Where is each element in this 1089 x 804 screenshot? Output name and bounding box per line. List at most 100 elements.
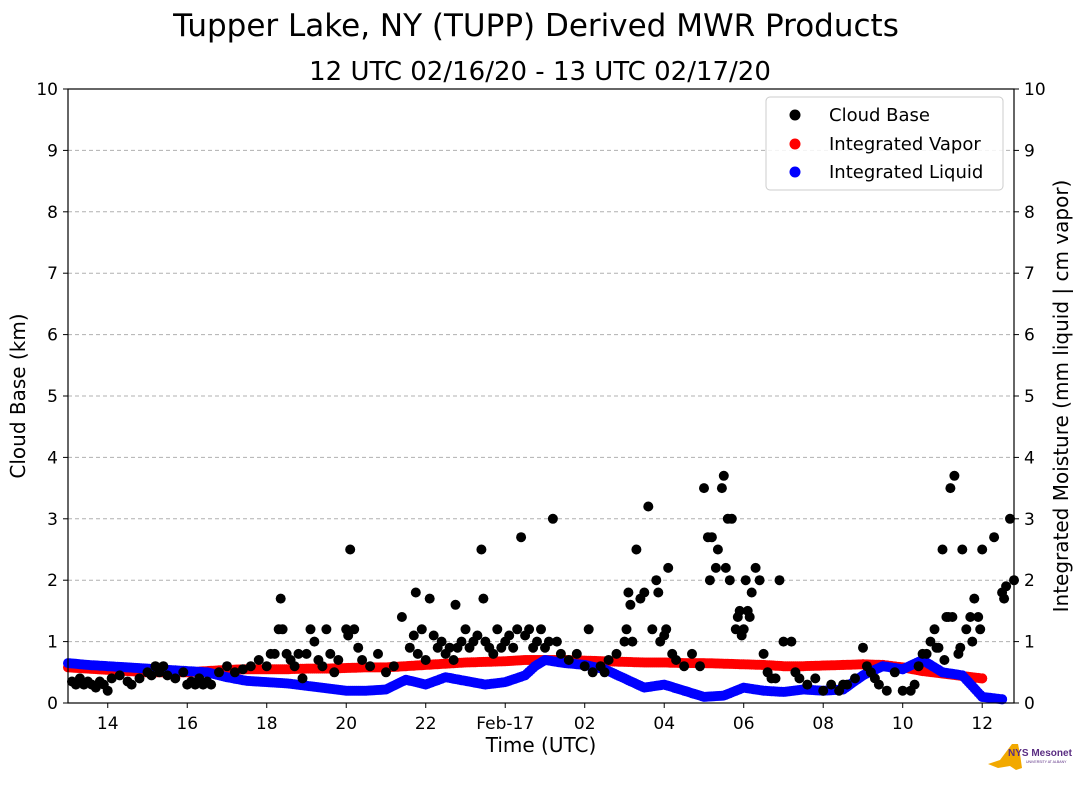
cloud-base-point [794, 673, 805, 684]
cloud-base-point [508, 642, 519, 653]
cloud-base-point [730, 624, 741, 635]
tick-label-right-6: 6 [1024, 326, 1035, 346]
cloud-base-point [444, 642, 455, 653]
cloud-base-point [599, 667, 610, 678]
cloud-base-point [293, 648, 304, 659]
cloud-base-point [969, 593, 980, 604]
plot-frame [67, 88, 1015, 704]
cloud-base-point [365, 661, 376, 672]
cloud-base-point [734, 605, 745, 616]
cloud-base-point [750, 562, 761, 573]
cloud-base-point [842, 679, 853, 690]
cloud-base-point [126, 679, 137, 690]
cloud-base-point [929, 624, 940, 635]
tick-label-left-3: 3 [47, 510, 58, 530]
cloud-base-point [333, 655, 344, 665]
cloud-base-point [162, 670, 173, 681]
cloud-base-point [663, 562, 674, 573]
cloud-base-point [961, 624, 972, 635]
cloud-base-point [424, 593, 435, 604]
cloud-base-point [297, 673, 308, 684]
legend-marker-integrated-liquid [789, 166, 801, 178]
cloud-base-point [551, 636, 562, 647]
cloud-base-point [704, 575, 715, 586]
cloud-base-point [563, 655, 574, 665]
cloud-base-point [289, 661, 300, 672]
cloud-base-point [587, 667, 598, 678]
cloud-base-point [810, 673, 821, 684]
tick-label-left-9: 9 [47, 141, 58, 161]
cloud-base-point [625, 599, 636, 610]
cloud-base-point [329, 667, 340, 678]
cloud-base-point [754, 575, 765, 586]
cloud-base-point [478, 593, 489, 604]
cloud-base-point [955, 642, 966, 653]
cloud-base-point [536, 624, 546, 635]
cloud-base-point [170, 673, 181, 684]
cloud-base-point [933, 642, 944, 653]
cloud-base-point [253, 655, 264, 665]
cloud-base-point [412, 648, 423, 659]
cloud-base-point [710, 562, 721, 573]
cloud-base-point [989, 532, 1000, 543]
cloud-base-point [724, 575, 735, 586]
tick-label-x-20: 20 [335, 714, 357, 734]
cloud-base-point [778, 636, 789, 647]
cloud-base-point [611, 648, 622, 659]
tick-label-left-10: 10 [36, 80, 58, 100]
cloud-base-point [353, 642, 364, 653]
tick-label-right-0: 0 [1024, 694, 1035, 714]
tick-label-left-5: 5 [47, 387, 58, 407]
legend-marker-cloud-base [789, 109, 801, 121]
logo-text: NYS Mesonet [1008, 748, 1073, 759]
cloud-base-point [325, 648, 336, 659]
cloud-base-point [524, 624, 535, 635]
tick-label-right-8: 8 [1024, 203, 1035, 223]
cloud-base-point [651, 575, 662, 586]
cloud-base-point [758, 648, 769, 659]
tick-label-right-7: 7 [1024, 264, 1035, 284]
cloud-base-point [621, 624, 632, 635]
cloud-base-point [275, 593, 286, 604]
cloud-base-point [643, 501, 654, 512]
cloud-base-point [245, 661, 256, 672]
cloud-base-point [428, 630, 439, 641]
tick-label-right-5: 5 [1024, 387, 1035, 407]
cloud-base-point [720, 562, 731, 573]
cloud-base-point [349, 624, 360, 635]
cloud-base-point [504, 630, 515, 641]
cloud-base-point [381, 667, 391, 678]
cloud-base-point [492, 624, 503, 635]
cloud-base-point [579, 661, 590, 672]
legend-marker-integrated-vapor [789, 138, 801, 150]
gridlines [68, 149, 1014, 643]
cloud-base-point [357, 655, 368, 665]
cloud-base-point [134, 673, 145, 684]
y-axis-right-label: Integrated Moisture (mm liquid | cm vapo… [1049, 180, 1073, 613]
tick-label-x-12: 12 [971, 714, 993, 734]
tick-label-left-4: 4 [47, 448, 58, 468]
cloud-base-point [712, 544, 723, 555]
cloud-base-point [913, 661, 924, 672]
cloud-base-point [460, 624, 471, 635]
cloud-base-point [647, 624, 658, 635]
tick-label-right-1: 1 [1024, 633, 1035, 653]
cloud-base-point [818, 685, 829, 696]
cloud-base-point [388, 661, 399, 672]
tick-label-left-0: 0 [47, 694, 58, 714]
cloud-base-point [957, 544, 968, 555]
cloud-base-point [301, 648, 312, 659]
cloud-base-point [873, 679, 884, 690]
tick-label-x-10: 10 [892, 714, 914, 734]
nys-mesonet-logo: NYS Mesonet UNIVERSITY AT ALBANY [988, 744, 1073, 770]
cloud-base-point [744, 612, 755, 622]
cloud-base-point [114, 670, 125, 681]
cloud-base-point [436, 636, 447, 647]
cloud-base-point [687, 648, 697, 659]
cloud-base-point [373, 648, 383, 659]
integrated-vapor-point [977, 673, 988, 684]
cloud-base-point [889, 667, 900, 678]
legend-label-integrated-liquid: Integrated Liquid [829, 162, 983, 183]
cloud-base-point [277, 624, 288, 635]
tick-label-right-3: 3 [1024, 510, 1035, 530]
